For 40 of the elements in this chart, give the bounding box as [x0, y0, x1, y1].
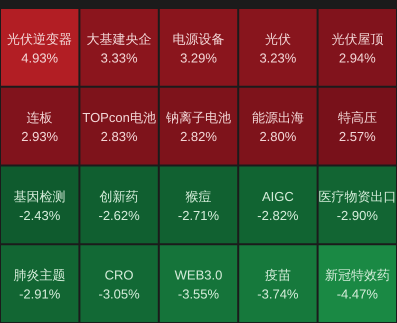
- data-label: -2.82%: [257, 208, 299, 223]
- data-label: -2.91%: [19, 286, 61, 302]
- data-label: -2.90%: [336, 208, 378, 223]
- annotation: 大基建央企: [86, 31, 152, 46]
- annotation: WEB3.0: [174, 268, 222, 283]
- annotation: 能源出海: [252, 110, 304, 126]
- data-label: 2.57%: [338, 129, 376, 144]
- annotation: CRO: [104, 268, 134, 283]
- data-label: -3.74%: [257, 286, 299, 302]
- annotation: 医疗物资出口: [318, 188, 396, 204]
- data-label: -2.62%: [98, 208, 140, 223]
- annotation: 创新药: [100, 188, 139, 204]
- data-label: 2.80%: [259, 129, 297, 144]
- annotation: 钠离子电池: [165, 110, 231, 126]
- data-label: -3.05%: [98, 286, 140, 302]
- annotation: 猴痘: [186, 188, 212, 204]
- annotation: 光伏屋顶: [331, 31, 384, 46]
- annotation: 光伏: [264, 31, 291, 46]
- annotation: 特高压: [338, 110, 377, 126]
- annotation: 电源设备: [172, 31, 224, 46]
- data-label: 3.23%: [259, 50, 297, 66]
- data-label: 4.93%: [21, 50, 59, 66]
- annotation: 基因检测: [14, 188, 66, 204]
- annotation: 肺炎主题: [14, 268, 66, 283]
- annotation: 光伏逆变器: [7, 31, 72, 46]
- annotation: 连板: [26, 110, 53, 126]
- data-label: 2.94%: [338, 50, 376, 66]
- data-label: -2.71%: [178, 208, 220, 223]
- data-label: 2.82%: [180, 129, 218, 144]
- data-label: -4.47%: [336, 286, 378, 302]
- annotation: 新冠特效药: [324, 268, 390, 283]
- annotation: TOPcon电池: [82, 110, 156, 126]
- annotation: 疫苗: [264, 268, 291, 283]
- data-label: 2.83%: [100, 129, 138, 144]
- data-label: -2.43%: [19, 208, 61, 223]
- data-label: -3.55%: [178, 286, 220, 302]
- data-label: 3.33%: [100, 50, 138, 66]
- data-label: 3.29%: [180, 50, 218, 66]
- annotation: AIGC: [262, 188, 294, 204]
- data-label: 2.93%: [21, 129, 59, 144]
